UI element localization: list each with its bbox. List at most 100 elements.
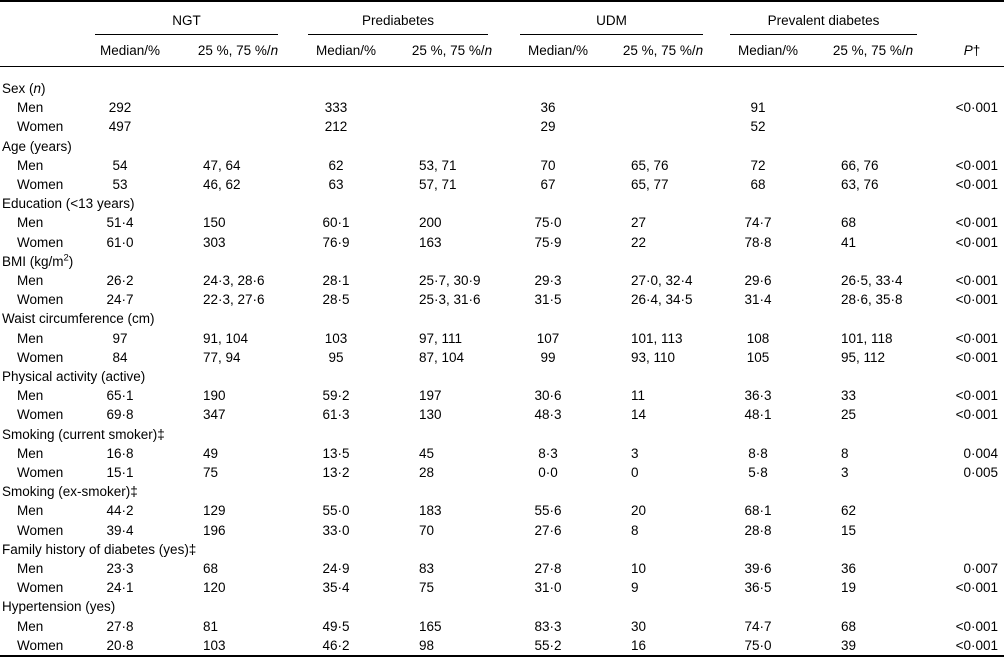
subheader-median-udm: Median/%: [520, 35, 596, 67]
data-row: Men 23·3 68 24·9 83 27·8 10 39·6 36 0·007: [0, 559, 1004, 578]
median-cell: 48·1: [744, 407, 772, 423]
p-value-cell: [940, 521, 1004, 540]
data-row: Men 16·8 49 13·5 45 8·3 3 8·8 8 0·004: [0, 444, 1004, 463]
quartile-cell: 98: [419, 637, 435, 653]
group-label-ngt: NGT: [95, 2, 278, 35]
quartile-cell: 22: [631, 234, 647, 250]
quartile-cell: [384, 117, 520, 136]
median-cell: 44·2: [106, 503, 134, 519]
data-row: Women 20·8 103 46·2 98 55·2 16 75·0 39 <0·001: [0, 636, 1004, 656]
quartile-cell: 41: [841, 234, 857, 250]
median-cell: 107: [536, 330, 560, 346]
median-cell: 8·3: [538, 445, 558, 461]
subheader-quartiles-prediabetes: 25 %, 75 %/n: [384, 35, 520, 67]
group-header-row: NGT Prediabetes UDM Prevalent diabetes: [0, 1, 1004, 35]
subheader-quartiles-ngt: 25 %, 75 %/n: [168, 35, 308, 67]
data-row: Men 97 91, 104 103 97, 111 107 101, 113 108 101,…: [0, 329, 1004, 348]
quartile-cell: 165: [419, 618, 442, 634]
row-label: Men: [17, 215, 44, 231]
quartile-cell: 97, 111: [419, 330, 463, 346]
median-cell: 497: [108, 119, 132, 135]
quartile-cell: 303: [203, 234, 226, 250]
data-row: Men 27·8 81 49·5 165 83·3 30 74·7 68 <0·001: [0, 617, 1004, 636]
section-label: Education (<13 years): [2, 196, 135, 212]
quartile-cell: 95, 112: [841, 349, 886, 365]
p-value-cell: <0·001: [955, 388, 999, 404]
quartile-cell: 190: [203, 388, 226, 404]
quartile-cell: 103: [203, 637, 226, 653]
median-cell: 212: [324, 119, 348, 135]
quartile-cell: 87, 104: [419, 349, 465, 365]
median-cell: 51·4: [106, 215, 134, 231]
median-cell: 74·7: [744, 618, 772, 634]
data-row: Men 65·1 190 59·2 197 30·6 11 36·3 33 <0·001: [0, 386, 1004, 405]
median-cell: 70: [540, 157, 556, 173]
quartile-cell: 8: [631, 522, 639, 538]
median-cell: 62: [328, 157, 344, 173]
section-row: Waist circumference (cm): [0, 309, 1004, 328]
p-value-cell: [940, 117, 1004, 136]
quartile-cell: 120: [203, 580, 226, 596]
quartile-cell: 25·3, 31·6: [419, 292, 481, 308]
quartile-cell: 163: [419, 234, 442, 250]
median-cell: 27·6: [534, 522, 562, 538]
median-cell: 23·3: [106, 561, 134, 577]
data-row: Women 39·4 196 33·0 70 27·6 8 28·8 15: [0, 521, 1004, 540]
quartile-cell: 150: [203, 215, 226, 231]
data-row: Women 24·1 120 35·4 75 31·0 9 36·5 19 <0·001: [0, 578, 1004, 597]
median-cell: 20·8: [106, 637, 134, 653]
row-label: Men: [17, 100, 44, 116]
quartile-cell: 16: [631, 637, 647, 653]
p-value-cell: <0·001: [955, 234, 999, 250]
quartile-cell: 25·7, 30·9: [419, 273, 481, 289]
median-cell: 108: [746, 330, 770, 346]
median-cell: 76·9: [322, 234, 350, 250]
median-cell: 48·3: [534, 407, 562, 423]
median-cell: 99: [540, 349, 556, 365]
p-value-cell: [940, 501, 1004, 520]
median-cell: 31·0: [534, 580, 562, 596]
median-cell: 333: [324, 100, 348, 116]
quartile-cell: 28: [419, 465, 435, 481]
row-label: Men: [17, 561, 44, 577]
quartile-cell: 81: [203, 618, 219, 634]
section-label: Physical activity (active): [2, 369, 146, 385]
p-value-cell: <0·001: [955, 618, 999, 634]
p-value-cell: <0·001: [955, 637, 999, 653]
row-label: Men: [17, 503, 44, 519]
p-column-spacer: [940, 1, 1004, 35]
median-cell: 5·8: [748, 465, 768, 481]
section-row: Family history of diabetes (yes)‡: [0, 540, 1004, 559]
quartile-cell: 10: [631, 561, 647, 577]
median-cell: 95: [328, 349, 344, 365]
p-value-cell: <0·001: [955, 177, 999, 193]
median-cell: 59·2: [322, 388, 350, 404]
quartile-cell: 9: [631, 580, 639, 596]
median-cell: 103: [324, 330, 348, 346]
median-cell: 16·8: [106, 445, 134, 461]
median-cell: 61·3: [322, 407, 350, 423]
section-label: Smoking (ex-smoker)‡: [2, 484, 138, 500]
median-cell: 68·1: [744, 503, 772, 519]
median-cell: 36·5: [744, 580, 772, 596]
subheader-median-prediabetes: Median/%: [308, 35, 384, 67]
median-cell: 68: [750, 177, 766, 193]
quartile-cell: 49: [203, 445, 219, 461]
row-label: Women: [17, 234, 64, 250]
quartile-cell: 91, 104: [203, 330, 249, 346]
row-label: Men: [17, 330, 44, 346]
quartile-cell: [168, 117, 308, 136]
section-label: Hypertension (yes): [2, 599, 116, 615]
median-cell: 13·2: [322, 465, 350, 481]
median-cell: 60·1: [322, 215, 350, 231]
quartile-cell: 3: [631, 445, 639, 461]
median-cell: 91: [750, 100, 766, 116]
row-label: Men: [17, 157, 44, 173]
data-row: Men 292 333 36 91 <0·001: [0, 98, 1004, 117]
median-cell: 28·5: [322, 292, 350, 308]
quartile-cell: 36: [841, 561, 857, 577]
section-row: Hypertension (yes): [0, 597, 1004, 616]
table-body: Sex (n) Men 292 333 36 91 <0·001 Women 497 212 29 5…: [0, 67, 1004, 657]
row-label: Women: [17, 119, 64, 135]
